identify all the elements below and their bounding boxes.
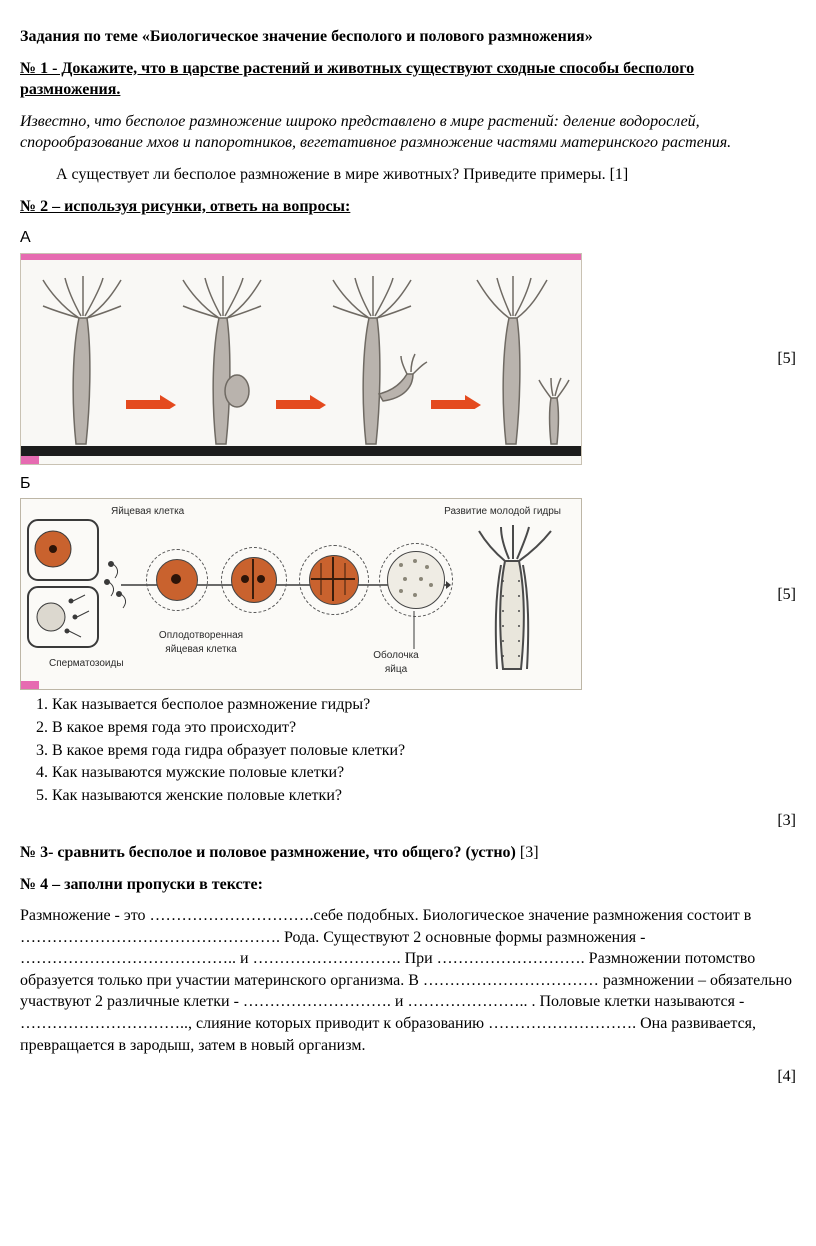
task2-heading: № 2 – используя рисунки, ответь на вопро… [20,196,796,218]
task1-question: А существует ли бесполое размножение в м… [20,164,796,186]
figure-a-score: [5] [777,348,796,370]
task4-score: [4] [20,1066,796,1088]
question-item: В какое время года гидра образует половы… [52,740,796,762]
question-item: Как называются мужские половые клетки? [52,762,796,784]
hydra-stage-3 [321,276,441,446]
task1-intro: Известно, что бесполое размножение широк… [20,111,796,154]
gonads-diagram [27,519,99,649]
task3-score: [3] [520,844,539,861]
label-egg-cell: Яйцевая клетка [111,505,184,519]
figure-b: Яйцевая клетка Развитие молодой гидры Сп… [20,498,582,690]
task3: № 3- сравнить бесполое и половое размнож… [20,842,796,864]
question-item: Как называются женские половые клетки? [52,785,796,807]
pointer-line [409,611,419,651]
question-item: Как называется бесполое размножение гидр… [52,694,796,716]
task4-heading: № 4 – заполни пропуски в тексте: [20,874,796,896]
arrow-icon [126,395,176,409]
task3-text: № 3- сравнить бесполое и половое размнож… [20,844,520,861]
task2-questions-score: [3] [20,810,796,832]
task4-body: Размножение - это ………………………….себе подобн… [20,905,796,1056]
label-egg-shell: Оболочка яйца [361,649,431,676]
label-young-hydra: Развитие молодой гидры [444,505,561,519]
figure-b-label: Б [20,473,796,495]
label-sperm: Сперматозоиды [49,657,124,671]
label-fertilized-egg: Оплодотворенная яйцевая клетка [146,629,256,656]
hydra-stage-2 [171,276,281,446]
page-title: Задания по теме «Биологическое значение … [20,26,796,48]
task2-questions: Как называется бесполое размножение гидр… [20,694,796,806]
figure-a [20,253,582,465]
question-item: В какое время года это происходит? [52,717,796,739]
young-hydra [473,521,563,671]
figure-b-score: [5] [777,584,796,606]
arrow-icon [276,395,326,409]
task1-heading: № 1 - Докажите, что в царстве растений и… [20,58,796,101]
hydra-stage-4 [471,276,581,446]
figure-a-label: А [20,227,796,249]
hydra-stage-1 [31,276,131,446]
